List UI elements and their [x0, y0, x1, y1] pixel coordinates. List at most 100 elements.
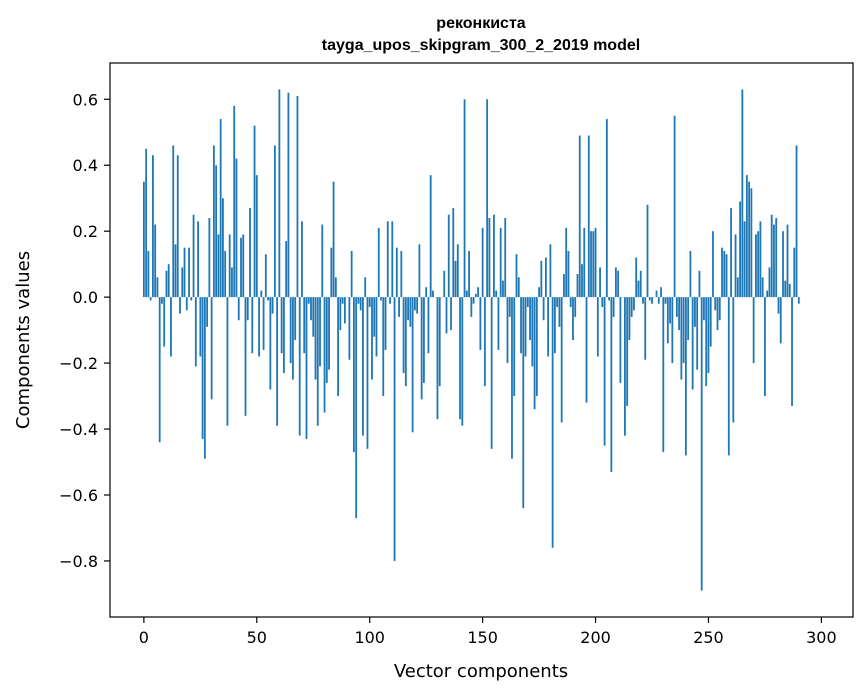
- bar: [775, 217, 778, 298]
- bar: [269, 297, 272, 390]
- bar: [450, 297, 452, 331]
- bar: [389, 297, 391, 304]
- bar: [736, 277, 739, 298]
- bar: [743, 221, 746, 298]
- bar: [165, 270, 168, 298]
- bar: [273, 145, 276, 298]
- bar: [343, 297, 346, 324]
- bar: [423, 297, 425, 383]
- bar: [569, 297, 572, 308]
- bar: [725, 254, 728, 298]
- bar: [246, 297, 249, 321]
- bar: [655, 290, 658, 298]
- bar: [456, 244, 459, 298]
- y-tick-label: 0.6: [73, 90, 98, 109]
- x-axis: 0 50 100 150 200 250 300: [139, 617, 837, 647]
- bar: [673, 115, 676, 298]
- bar: [402, 297, 405, 373]
- y-axis: −0.8 −0.6 −0.4 −0.2 0.0 0.2 0.4 0.6: [59, 90, 110, 571]
- bar: [280, 297, 283, 354]
- bar: [285, 241, 288, 298]
- bar: [553, 297, 556, 354]
- bar: [296, 95, 299, 298]
- bar: [226, 297, 229, 426]
- bar: [651, 297, 653, 304]
- bar: [712, 231, 714, 298]
- bar: [251, 297, 254, 354]
- bar: [384, 297, 387, 350]
- bar: [425, 287, 428, 298]
- bar: [375, 297, 378, 357]
- bar: [147, 250, 150, 298]
- bar: [502, 280, 504, 298]
- bars-group: [142, 89, 800, 591]
- bar: [443, 270, 446, 298]
- bar: [163, 297, 166, 347]
- bar: [393, 297, 396, 561]
- bar: [504, 217, 507, 298]
- bar: [721, 247, 723, 298]
- bar: [707, 297, 710, 373]
- bar: [355, 297, 358, 519]
- bar: [206, 297, 209, 327]
- bar: [242, 234, 245, 298]
- bar: [194, 297, 197, 367]
- bar: [362, 297, 364, 436]
- bar: [353, 297, 355, 453]
- bar: [542, 297, 545, 321]
- bar: [167, 264, 170, 298]
- bar: [468, 250, 470, 298]
- bar: [228, 234, 231, 298]
- bar: [219, 119, 222, 298]
- bar: [752, 297, 755, 364]
- bar: [429, 175, 432, 298]
- bar: [377, 227, 380, 298]
- y-tick-label: 0.2: [73, 222, 98, 241]
- bar: [321, 224, 324, 298]
- bar: [192, 214, 195, 298]
- bar: [718, 297, 721, 321]
- bar: [741, 89, 744, 298]
- bar: [678, 297, 681, 331]
- bar: [357, 297, 360, 304]
- bar: [592, 231, 595, 298]
- bar: [208, 217, 211, 298]
- bar: [432, 290, 434, 298]
- bar: [511, 297, 513, 459]
- bar: [779, 297, 782, 344]
- bar: [732, 297, 735, 423]
- bar: [222, 198, 224, 298]
- bar: [540, 260, 543, 298]
- bar: [158, 297, 161, 443]
- bar: [420, 297, 423, 400]
- x-tick-label: 150: [467, 628, 498, 647]
- bar: [578, 135, 581, 298]
- bar: [684, 297, 687, 456]
- bar: [258, 297, 260, 357]
- bar: [709, 297, 712, 347]
- bar: [427, 297, 430, 354]
- bar: [750, 188, 753, 298]
- bar: [364, 277, 367, 298]
- axes-frame: [109, 62, 854, 618]
- bar: [249, 208, 251, 298]
- bar: [407, 297, 410, 321]
- bar: [436, 297, 439, 420]
- bar: [411, 297, 414, 433]
- bar: [793, 247, 796, 298]
- y-tick-label: −0.4: [59, 420, 98, 439]
- bar: [359, 297, 362, 311]
- bar: [190, 297, 193, 301]
- y-tick-label: 0.4: [73, 156, 98, 175]
- bar: [544, 257, 547, 298]
- bar: [556, 297, 559, 308]
- bar: [301, 221, 303, 298]
- bar: [572, 297, 574, 340]
- bar: [465, 290, 468, 298]
- bar: [524, 297, 527, 357]
- bar: [624, 297, 626, 436]
- bar: [630, 297, 633, 317]
- bar: [341, 297, 344, 304]
- bar: [506, 297, 509, 364]
- y-tick-label: −0.6: [59, 486, 98, 505]
